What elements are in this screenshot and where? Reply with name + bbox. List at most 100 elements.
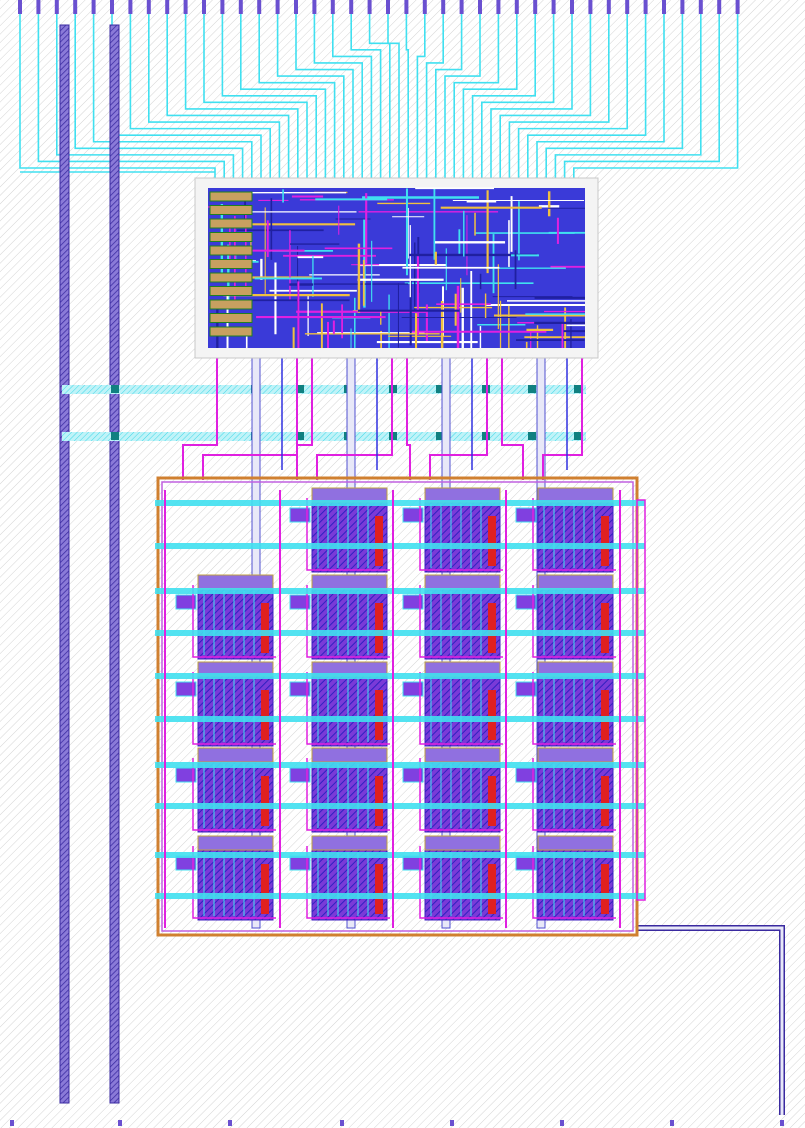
pin-wire — [276, 8, 345, 188]
control-block — [194, 177, 599, 359]
top-pin — [717, 0, 722, 14]
array-bus — [155, 762, 645, 768]
cell-header — [311, 487, 388, 503]
cell-route — [419, 846, 503, 919]
bottom-pin — [560, 1120, 564, 1126]
top-pin — [110, 0, 114, 14]
array-bus — [155, 500, 645, 506]
top-pin — [275, 0, 280, 14]
top-pin — [533, 0, 538, 14]
cell-tap — [601, 776, 609, 826]
pin-wire — [55, 8, 235, 188]
top-pin — [36, 0, 41, 14]
bottom-pin — [118, 1120, 122, 1126]
cell-pin — [515, 681, 537, 697]
cell-tap — [375, 776, 383, 826]
top-pin — [570, 0, 574, 14]
top-pin — [54, 0, 59, 14]
bottom-pin — [228, 1120, 232, 1126]
cell-header — [311, 574, 388, 590]
cell-route — [306, 846, 390, 919]
signal — [429, 348, 488, 480]
pin-wire — [368, 8, 391, 188]
top-pin — [220, 0, 225, 14]
pin-wire — [471, 8, 537, 188]
array-bus — [155, 673, 645, 679]
pin-wire — [405, 8, 410, 188]
signal — [296, 348, 313, 480]
cell-route — [192, 846, 276, 919]
pin-wire — [92, 8, 253, 188]
pin-wire — [240, 8, 327, 188]
bottom-pin — [780, 1120, 784, 1126]
bus — [62, 385, 586, 394]
pin-wire — [350, 8, 382, 188]
cell-tap — [488, 864, 496, 914]
block-cell — [209, 326, 253, 337]
via — [528, 385, 536, 393]
top-pin — [165, 0, 170, 14]
cell-route — [419, 585, 503, 658]
cell-route — [192, 585, 276, 658]
block-cell — [209, 205, 253, 215]
cell-route — [419, 672, 503, 745]
pin-wire — [184, 8, 299, 188]
pin-wire — [499, 8, 592, 188]
top-pin — [551, 0, 556, 14]
signal — [501, 348, 524, 480]
signal — [542, 348, 583, 480]
cell-tap — [488, 603, 496, 653]
block-cell — [209, 272, 253, 283]
top-pin — [735, 0, 740, 14]
block-cell — [209, 259, 253, 269]
top-pin — [422, 0, 427, 14]
cell-tap — [488, 690, 496, 740]
bottom-pin — [450, 1120, 454, 1126]
cell-pin — [175, 594, 197, 610]
pin-wire — [387, 8, 400, 188]
cell-route — [192, 758, 276, 831]
cell-header — [424, 487, 501, 503]
top-pin — [183, 0, 188, 14]
top-pin — [294, 0, 298, 14]
top-pin — [349, 0, 354, 14]
cell-tap — [261, 690, 269, 740]
cell-route — [532, 585, 616, 658]
bottom-pin — [10, 1120, 14, 1126]
pin-wire — [453, 8, 500, 188]
block-cell — [209, 245, 253, 256]
cell-route — [532, 758, 616, 831]
top-pin — [128, 0, 133, 14]
cell-pin — [402, 507, 424, 523]
cell-header — [197, 747, 274, 763]
top-pin — [257, 0, 262, 14]
top-pin — [18, 0, 22, 14]
pin-wire — [480, 8, 555, 188]
cell-pin — [175, 681, 197, 697]
cell-pin — [289, 594, 311, 610]
cell-header — [311, 835, 388, 851]
cell-tap — [375, 690, 383, 740]
pin-wire — [416, 8, 426, 188]
pin-wire — [313, 8, 364, 188]
array-bus — [155, 852, 645, 858]
block-cell — [209, 286, 253, 296]
via — [296, 432, 304, 440]
cell-tap — [488, 776, 496, 826]
top-pin — [146, 0, 151, 14]
top-pin — [312, 0, 317, 14]
array-bus — [155, 893, 645, 899]
output-wire-core — [637, 926, 784, 1115]
array-ring-inner — [161, 481, 634, 932]
cell-header — [424, 835, 501, 851]
pin-wire — [563, 8, 721, 188]
top-layer — [10, 0, 784, 1126]
cell-pin — [515, 507, 537, 523]
cell-route — [192, 672, 276, 745]
cell-header — [537, 835, 614, 851]
signal — [202, 348, 298, 480]
cell-pin — [402, 594, 424, 610]
cell-pin — [289, 507, 311, 523]
array-bus — [155, 588, 645, 594]
